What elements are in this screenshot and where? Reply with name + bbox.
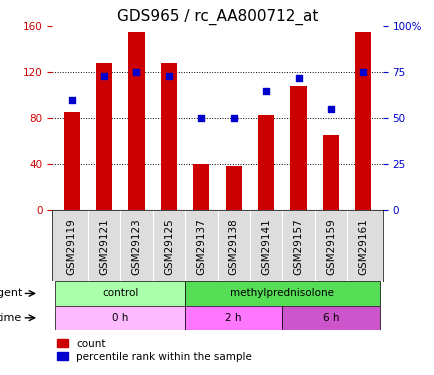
Text: 2 h: 2 h [225, 313, 241, 323]
Title: GDS965 / rc_AA800712_at: GDS965 / rc_AA800712_at [117, 9, 317, 25]
Text: GSM29119: GSM29119 [66, 219, 76, 275]
Text: time: time [0, 313, 23, 323]
Point [262, 88, 269, 94]
Text: GSM29123: GSM29123 [131, 219, 141, 275]
Text: GSM29159: GSM29159 [325, 219, 335, 275]
Text: GSM29125: GSM29125 [164, 219, 174, 275]
FancyBboxPatch shape [55, 306, 184, 330]
Bar [257, 115, 273, 210]
Point [327, 106, 334, 112]
Bar [290, 86, 306, 210]
Point [68, 97, 75, 103]
Point [359, 69, 366, 75]
Text: GSM29137: GSM29137 [196, 219, 206, 275]
Point [197, 115, 204, 121]
Point [294, 75, 301, 81]
Point [230, 115, 237, 121]
FancyBboxPatch shape [282, 306, 379, 330]
Bar [355, 32, 371, 210]
Text: 6 h: 6 h [322, 313, 339, 323]
Bar [161, 63, 177, 210]
Bar [322, 135, 338, 210]
Bar [225, 166, 241, 210]
Point [165, 73, 172, 79]
Text: GSM29121: GSM29121 [99, 219, 109, 275]
Bar [128, 32, 144, 210]
FancyBboxPatch shape [55, 281, 184, 306]
Point [133, 69, 140, 75]
Text: GSM29161: GSM29161 [358, 219, 368, 275]
Bar [193, 164, 209, 210]
Text: GSM29141: GSM29141 [260, 219, 270, 275]
Legend: count, percentile rank within the sample: count, percentile rank within the sample [57, 339, 251, 362]
Text: 0 h: 0 h [112, 313, 128, 323]
FancyBboxPatch shape [184, 281, 379, 306]
Text: methylprednisolone: methylprednisolone [230, 288, 334, 298]
Point [100, 73, 107, 79]
FancyBboxPatch shape [184, 306, 282, 330]
Text: GSM29138: GSM29138 [228, 219, 238, 275]
Text: agent: agent [0, 288, 23, 298]
Text: GSM29157: GSM29157 [293, 219, 303, 275]
Text: control: control [102, 288, 138, 298]
Bar [63, 112, 79, 210]
Bar [96, 63, 112, 210]
